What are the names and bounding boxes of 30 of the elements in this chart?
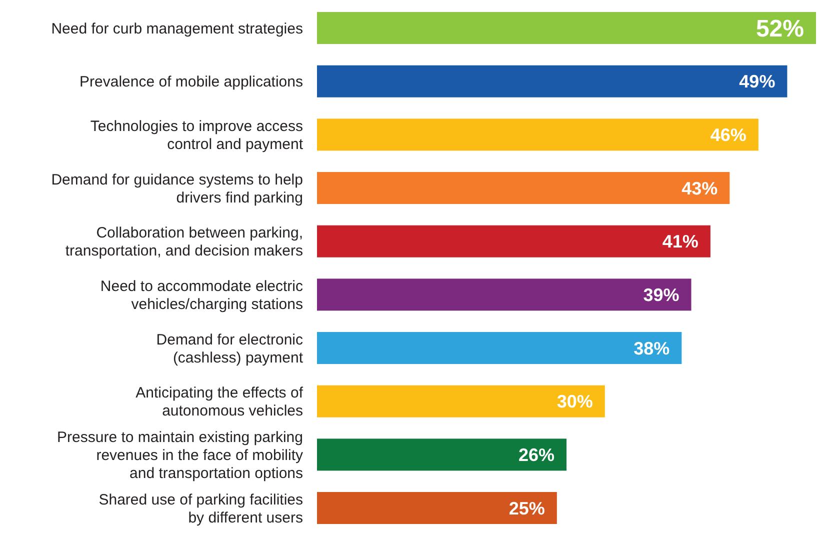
bar xyxy=(317,225,710,258)
y-tick-label: Pressure to maintain existing parking revenues in the face of mobility and transportation options xyxy=(57,428,304,482)
y-tick-label: Anticipating the effects of autonomous vehicles xyxy=(136,384,304,420)
bar xyxy=(317,492,557,524)
bar xyxy=(317,278,692,311)
bar xyxy=(317,332,682,364)
y-tick-label: Prevalence of mobile applications xyxy=(80,74,303,91)
data-label: 25% xyxy=(508,498,545,518)
y-tick-label: Technologies to improve access control and payment xyxy=(90,118,304,153)
y-tick-label: Demand for guidance systems to help drivers find parking xyxy=(51,171,303,206)
y-tick-label: Shared use of parking facilities by different users xyxy=(98,491,303,526)
data-label: 39% xyxy=(643,284,680,305)
y-tick-label: Need for curb management strategies xyxy=(51,20,303,38)
bar xyxy=(317,172,730,204)
data-label: 38% xyxy=(634,338,670,358)
y-tick-label: Need to accommodate electric vehicles/charging stations xyxy=(100,278,304,313)
y-tick-label: Collaboration between parking, transportation, and decision makers xyxy=(65,224,303,260)
data-label: 49% xyxy=(739,72,776,92)
bar xyxy=(317,12,816,44)
bar xyxy=(317,385,605,418)
data-label: 46% xyxy=(710,124,746,145)
y-tick-label: Demand for electronic (cashless) payment xyxy=(156,331,304,366)
bar xyxy=(317,438,566,471)
data-label: 43% xyxy=(682,178,718,198)
bar xyxy=(317,65,788,98)
data-label: 26% xyxy=(518,444,554,465)
data-label: 30% xyxy=(556,392,593,412)
data-label: 41% xyxy=(662,232,698,252)
data-label: 52% xyxy=(756,15,804,42)
bar xyxy=(317,118,758,151)
